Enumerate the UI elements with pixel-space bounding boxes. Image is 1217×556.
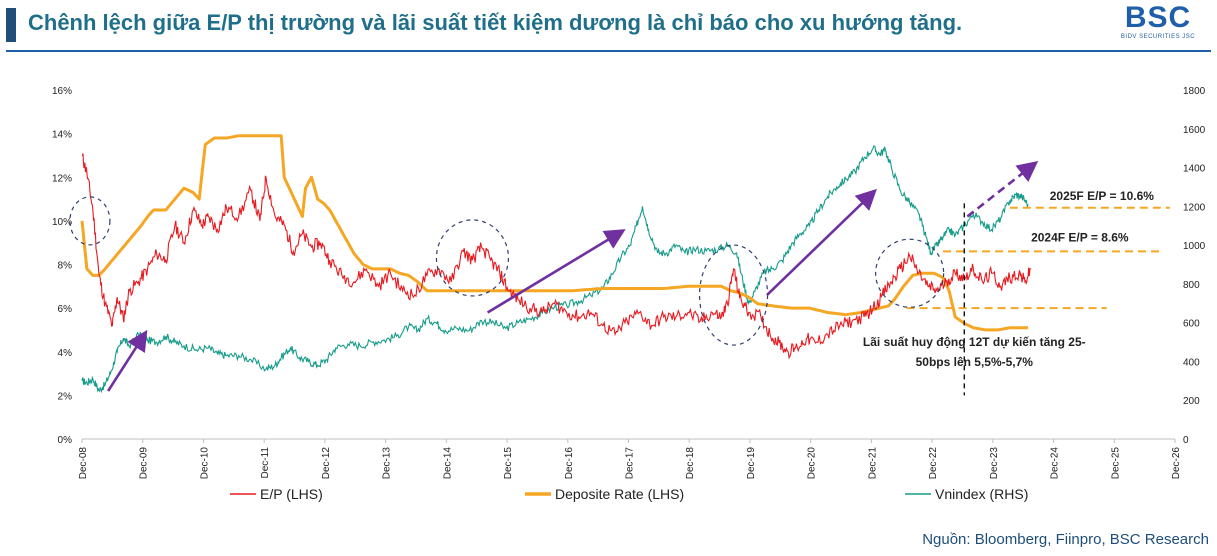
y-left-tick-label: 16% <box>52 86 72 97</box>
x-tick-label: Dec-10 <box>199 447 210 480</box>
trend-arrow <box>966 160 1039 218</box>
highlight-circle <box>435 219 510 297</box>
ep-2024f-label: 2024F E/P = 8.6% <box>1031 230 1129 244</box>
y-right-tick-label: 200 <box>1183 396 1200 407</box>
trend-arrow <box>107 329 148 392</box>
legend-label: Deposite Rate (LHS) <box>555 486 684 502</box>
x-tick-label: Dec-22 <box>928 447 939 480</box>
legend-label: Vnindex (RHS) <box>935 486 1028 502</box>
deposit-rate-series-line <box>80 134 1029 332</box>
y-right-tick-label: 1400 <box>1183 164 1206 175</box>
vnindex-series-line <box>81 145 1029 394</box>
title-bar: Chênh lệch giữa E/P thị trường và lãi su… <box>6 6 1106 42</box>
y-left-tick-label: 6% <box>58 304 73 315</box>
deposit-rate-note-line1: Lãi suất huy động 12T dự kiến tăng 25- <box>863 335 1086 349</box>
y-right-tick-label: 800 <box>1183 280 1200 291</box>
y-left-tick-label: 14% <box>52 130 72 141</box>
logo-text: BSC <box>1124 1 1192 34</box>
x-tick-label: Dec-23 <box>989 447 1000 480</box>
y-right-tick-label: 1000 <box>1183 241 1206 252</box>
y-left-tick-label: 2% <box>58 391 73 402</box>
x-tick-label: Dec-14 <box>442 447 453 480</box>
x-tick-label: Dec-21 <box>867 447 878 480</box>
highlight-circle <box>875 238 945 308</box>
x-tick-label: Dec-09 <box>139 447 150 480</box>
ep-series-line <box>81 153 1032 360</box>
highlight-circle <box>69 196 111 246</box>
page-title: Chênh lệch giữa E/P thị trường và lãi su… <box>28 10 963 35</box>
y-left-tick-label: 8% <box>58 261 73 272</box>
x-tick-label: Dec-13 <box>382 447 393 480</box>
x-tick-label: Dec-25 <box>1110 447 1121 480</box>
logo-subtext: BIDV SECURITIES JSC <box>1120 34 1196 40</box>
ep-2025f-label: 2025F E/P = 10.6% <box>1050 189 1155 203</box>
y-left-tick-label: 12% <box>52 173 72 184</box>
x-tick-label: Dec-12 <box>321 447 332 480</box>
header-divider <box>6 50 1211 52</box>
x-tick-label: Dec-20 <box>807 447 818 480</box>
x-tick-label: Dec-18 <box>685 447 696 480</box>
x-tick-label: Dec-24 <box>1050 447 1061 480</box>
y-right-tick-label: 600 <box>1183 319 1200 330</box>
deposit-rate-note-line2: 50bps lên 5,5%-5,7% <box>916 355 1034 369</box>
legend-label: E/P (LHS) <box>260 486 323 502</box>
x-tick-label: Dec-19 <box>746 447 757 480</box>
x-tick-label: Dec-16 <box>564 447 575 480</box>
source-note: Nguồn: Bloomberg, Fiinpro, BSC Research <box>922 531 1209 548</box>
x-tick-label: Dec-08 <box>78 447 89 480</box>
x-tick-label: Dec-11 <box>260 447 271 479</box>
highlight-circle <box>698 244 769 346</box>
y-right-tick-label: 0 <box>1183 435 1189 446</box>
y-left-tick-label: 0% <box>58 435 73 446</box>
bsc-logo: BSC BIDV SECURITIES JSC <box>1113 2 1203 48</box>
y-right-tick-label: 1800 <box>1183 86 1206 97</box>
y-right-tick-label: 1200 <box>1183 202 1206 213</box>
title-accent-bar <box>6 8 16 42</box>
x-tick-label: Dec-17 <box>625 447 636 480</box>
x-tick-label: Dec-15 <box>503 447 514 480</box>
trend-arrow <box>486 229 626 314</box>
x-tick-label: Dec-26 <box>1171 447 1182 480</box>
trend-arrow <box>766 188 877 296</box>
y-right-tick-label: 400 <box>1183 357 1200 368</box>
y-left-tick-label: 4% <box>58 348 73 359</box>
y-right-tick-label: 1600 <box>1183 125 1206 136</box>
y-left-tick-label: 10% <box>52 217 72 228</box>
